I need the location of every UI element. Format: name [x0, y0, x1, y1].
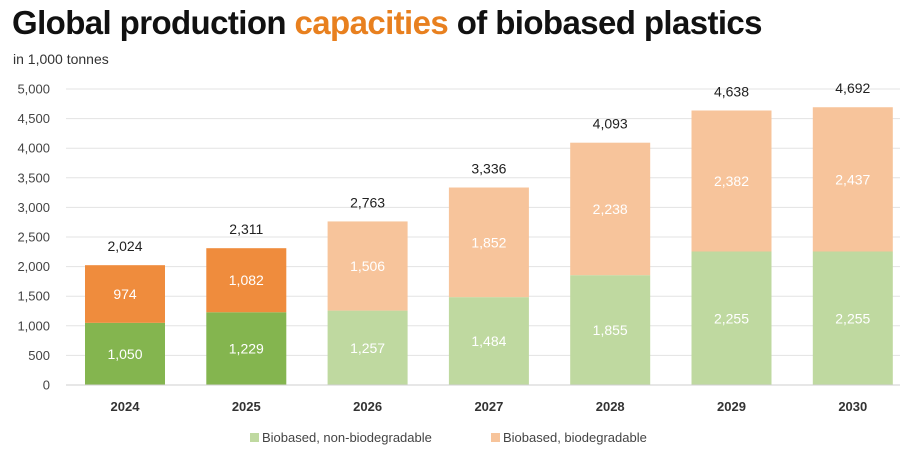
- legend-label: Biobased, non-biodegradable: [262, 430, 432, 445]
- x-tick-label: 2027: [474, 399, 503, 414]
- bar-total-label: 4,638: [714, 83, 749, 99]
- x-tick-label: 2025: [232, 399, 261, 414]
- bar-label-biodegradable: 2,238: [593, 201, 628, 217]
- y-tick-label: 500: [28, 348, 50, 363]
- bar-label-non-biodegradable: 1,484: [471, 333, 506, 349]
- bar-biodegradable: [570, 142, 651, 276]
- title-part-2: of biobased plastics: [448, 4, 763, 41]
- y-tick-label: 4,000: [17, 141, 50, 156]
- bar-label-non-biodegradable: 2,255: [835, 310, 870, 326]
- y-tick-label: 4,500: [17, 111, 50, 126]
- x-tick-label: 2029: [717, 399, 746, 414]
- bar-non-biodegradable: [85, 322, 165, 385]
- bar-total-label: 2,311: [229, 221, 263, 237]
- bar-total-label: 4,692: [835, 80, 870, 96]
- y-tick-label: 5,000: [17, 82, 50, 97]
- bar-label-biodegradable: 2,382: [714, 173, 749, 189]
- y-tick-label: 2,500: [17, 230, 50, 245]
- y-tick-label: 1,000: [17, 318, 50, 333]
- bar-non-biodegradable: [206, 312, 287, 385]
- bar-non-biodegradable: [691, 251, 772, 385]
- bar-non-biodegradable: [327, 310, 408, 385]
- bar-total-label: 3,336: [471, 161, 506, 177]
- bar-biodegradable: [206, 248, 287, 313]
- y-tick-label: 3,000: [17, 200, 50, 215]
- y-tick-label: 0: [43, 378, 50, 393]
- x-tick-label: 2030: [838, 399, 867, 414]
- bar-label-biodegradable: 1,852: [471, 234, 506, 250]
- bar-total-label: 4,093: [593, 116, 628, 132]
- legend-swatch: [250, 433, 259, 442]
- title-part-1: Global production: [12, 4, 295, 41]
- bar-label-biodegradable: 2,437: [835, 171, 870, 187]
- bar-label-non-biodegradable: 1,050: [107, 346, 142, 362]
- unit-label: in 1,000 tonnes: [13, 51, 109, 67]
- bar-biodegradable: [85, 265, 165, 323]
- bar-biodegradable: [691, 110, 772, 252]
- bar-label-non-biodegradable: 1,855: [593, 322, 628, 338]
- x-tick-label: 2026: [353, 399, 382, 414]
- x-tick-label: 2028: [596, 399, 625, 414]
- title-highlight: capacities: [294, 4, 449, 41]
- bar-label-non-biodegradable: 2,255: [714, 310, 749, 326]
- bar-label-biodegradable: 974: [113, 286, 137, 302]
- legend-swatch: [491, 433, 500, 442]
- bar-non-biodegradable: [448, 297, 529, 385]
- bar-biodegradable: [448, 187, 529, 298]
- bar-label-non-biodegradable: 1,257: [350, 340, 385, 356]
- bar-biodegradable: [327, 221, 408, 311]
- bar-total-label: 2,024: [107, 238, 142, 254]
- bar-non-biodegradable: [570, 275, 651, 385]
- bar-label-biodegradable: 1,506: [350, 258, 385, 274]
- bar-total-label: 2,763: [350, 194, 385, 210]
- bar-label-non-biodegradable: 1,229: [229, 341, 264, 357]
- bar-non-biodegradable: [812, 251, 893, 385]
- legend-label: Biobased, biodegradable: [503, 430, 647, 445]
- y-tick-label: 1,500: [17, 289, 50, 304]
- y-tick-label: 2,000: [17, 259, 50, 274]
- bar-biodegradable: [812, 107, 893, 252]
- bar-label-biodegradable: 1,082: [229, 272, 264, 288]
- y-tick-label: 3,500: [17, 170, 50, 185]
- x-tick-label: 2024: [111, 399, 141, 414]
- chart-title: Global production capacities of biobased…: [12, 4, 763, 42]
